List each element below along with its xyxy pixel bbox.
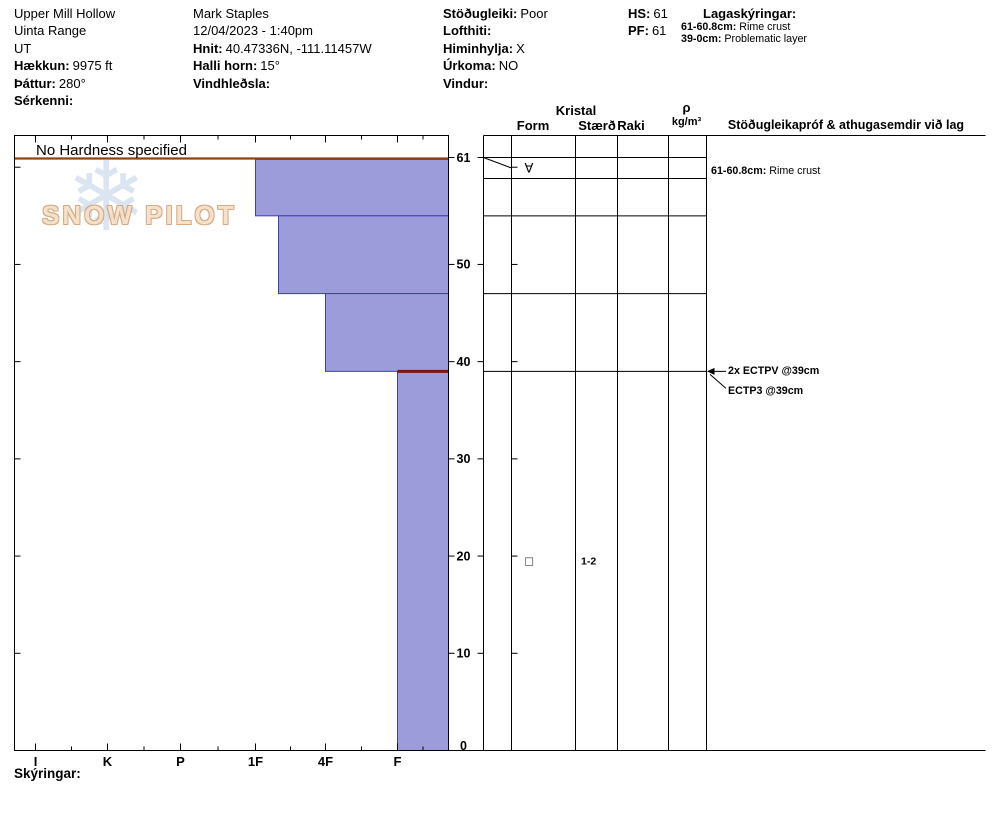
wind-line: Vindur: [443,75,489,91]
layer-notes-heading: Lagaskýringar: [703,6,797,21]
tests-column-header: Stöðugleikapróf & athugasemdir við lag [727,118,965,132]
state-name: UT [14,40,115,57]
stability-line: Stöðugleiki: Poor [443,6,548,21]
no-hardness-note: No Hardness specified [36,142,187,159]
depth-axis-label: 30 [457,452,471,466]
kristal-header: Kristal [555,103,597,118]
layer-note: 61-60.8cm: Rime crust [681,21,791,33]
test-result-ectp3: ECTP3 @39cm [728,385,804,397]
coords-line: Hnit: 40.47336N, -111.11457W [193,40,372,56]
header-observer-column: Mark Staples 12/04/2023 - 1:40pm Hnit: 40… [193,5,372,92]
header-conditions-column: Stöðugleiki: Poor Lofthiti: Himinhylja: X … [443,5,548,92]
header-location-column: Upper Mill Hollow Uinta Range UT Hækkun:… [14,5,115,109]
sky-cover-line: Himinhylja: X [443,40,525,56]
snow-layer-bar [325,293,449,372]
range-name-text: Uinta Range [14,23,87,39]
test-arrow-head [707,367,715,375]
hardness-axis-label: 1F [248,754,263,769]
test-result-ectpv: 2x ECTPV @39cm [728,365,820,377]
site-name-text: Upper Mill Hollow [14,6,116,21]
aspect-line: Þáttur: 280° [14,75,86,91]
depth-axis-label: 40 [457,355,471,369]
hardness-axis-label: K [103,754,113,769]
grain-form-symbol: ∀ [525,161,534,176]
hardness-axis-label: 4F [318,754,333,769]
hardness-axis-label: P [176,754,185,769]
depth-axis-label: 50 [457,258,471,272]
slope-angle-line: Halli horn: 15° [193,58,280,74]
grain-form-symbol: □ [525,553,533,568]
layer-comment: 61-60.8cm: Rime crust [711,165,821,177]
site-name: Upper Mill Hollow [14,5,115,22]
hs-line: HS: 61 [628,6,668,21]
range-name: Uinta Range [14,22,115,39]
depth-axis-label: 20 [457,549,471,563]
elevation-line: Hækkun: 9975 ft [14,58,113,74]
layer-notes-title-wrap: Lagaskýringar: [703,5,799,22]
snowflake-icon: ❄ [66,144,147,251]
pf-line: PF: 61 [628,23,667,39]
size-column-header: Stærð [578,118,616,133]
air-temp-line: Lofthiti: [443,23,492,39]
precip-line: Úrkoma: NO [443,58,519,74]
header-totals-column: HS: 61 PF: 61 [628,5,668,40]
snowpilot-watermark: SNOW PILOT [42,200,237,230]
snow-layer-bar [278,215,449,295]
density-units-header: kg/m³ [671,116,702,128]
features-line: Sérkenni: [14,93,74,109]
state-name-text: UT [14,40,32,56]
legend-label: Skýringar: [14,766,81,781]
observer-name: Mark Staples [193,6,269,21]
density-symbol-header: ρ [682,100,691,115]
hardness-chart-frame [14,135,449,751]
layer-notes-list: 61-60.8cm: Rime crust 39-0cm: Problematic … [681,21,807,46]
snow-layer-bar [255,158,449,217]
depth-axis-label: 0 [460,739,467,753]
thin-layer-connector [483,157,512,169]
layer-note: 39-0cm: Problematic layer [681,33,807,46]
hardness-axis-label: F [394,754,402,769]
form-column-header: Form [516,118,550,133]
hardness-axis-label: I [34,754,38,769]
depth-axis-label: 61 [457,151,471,165]
wind-loading-line: Vindhleðsla: [193,75,271,91]
date-line: 12/04/2023 - 1:40pm [193,23,313,39]
grain-size-value: 1-2 [581,555,596,567]
depth-axis-label: 10 [457,647,471,661]
test-connector-line [709,373,727,389]
snow-layer-bar [397,370,449,751]
moisture-column-header: Raki [617,118,645,133]
